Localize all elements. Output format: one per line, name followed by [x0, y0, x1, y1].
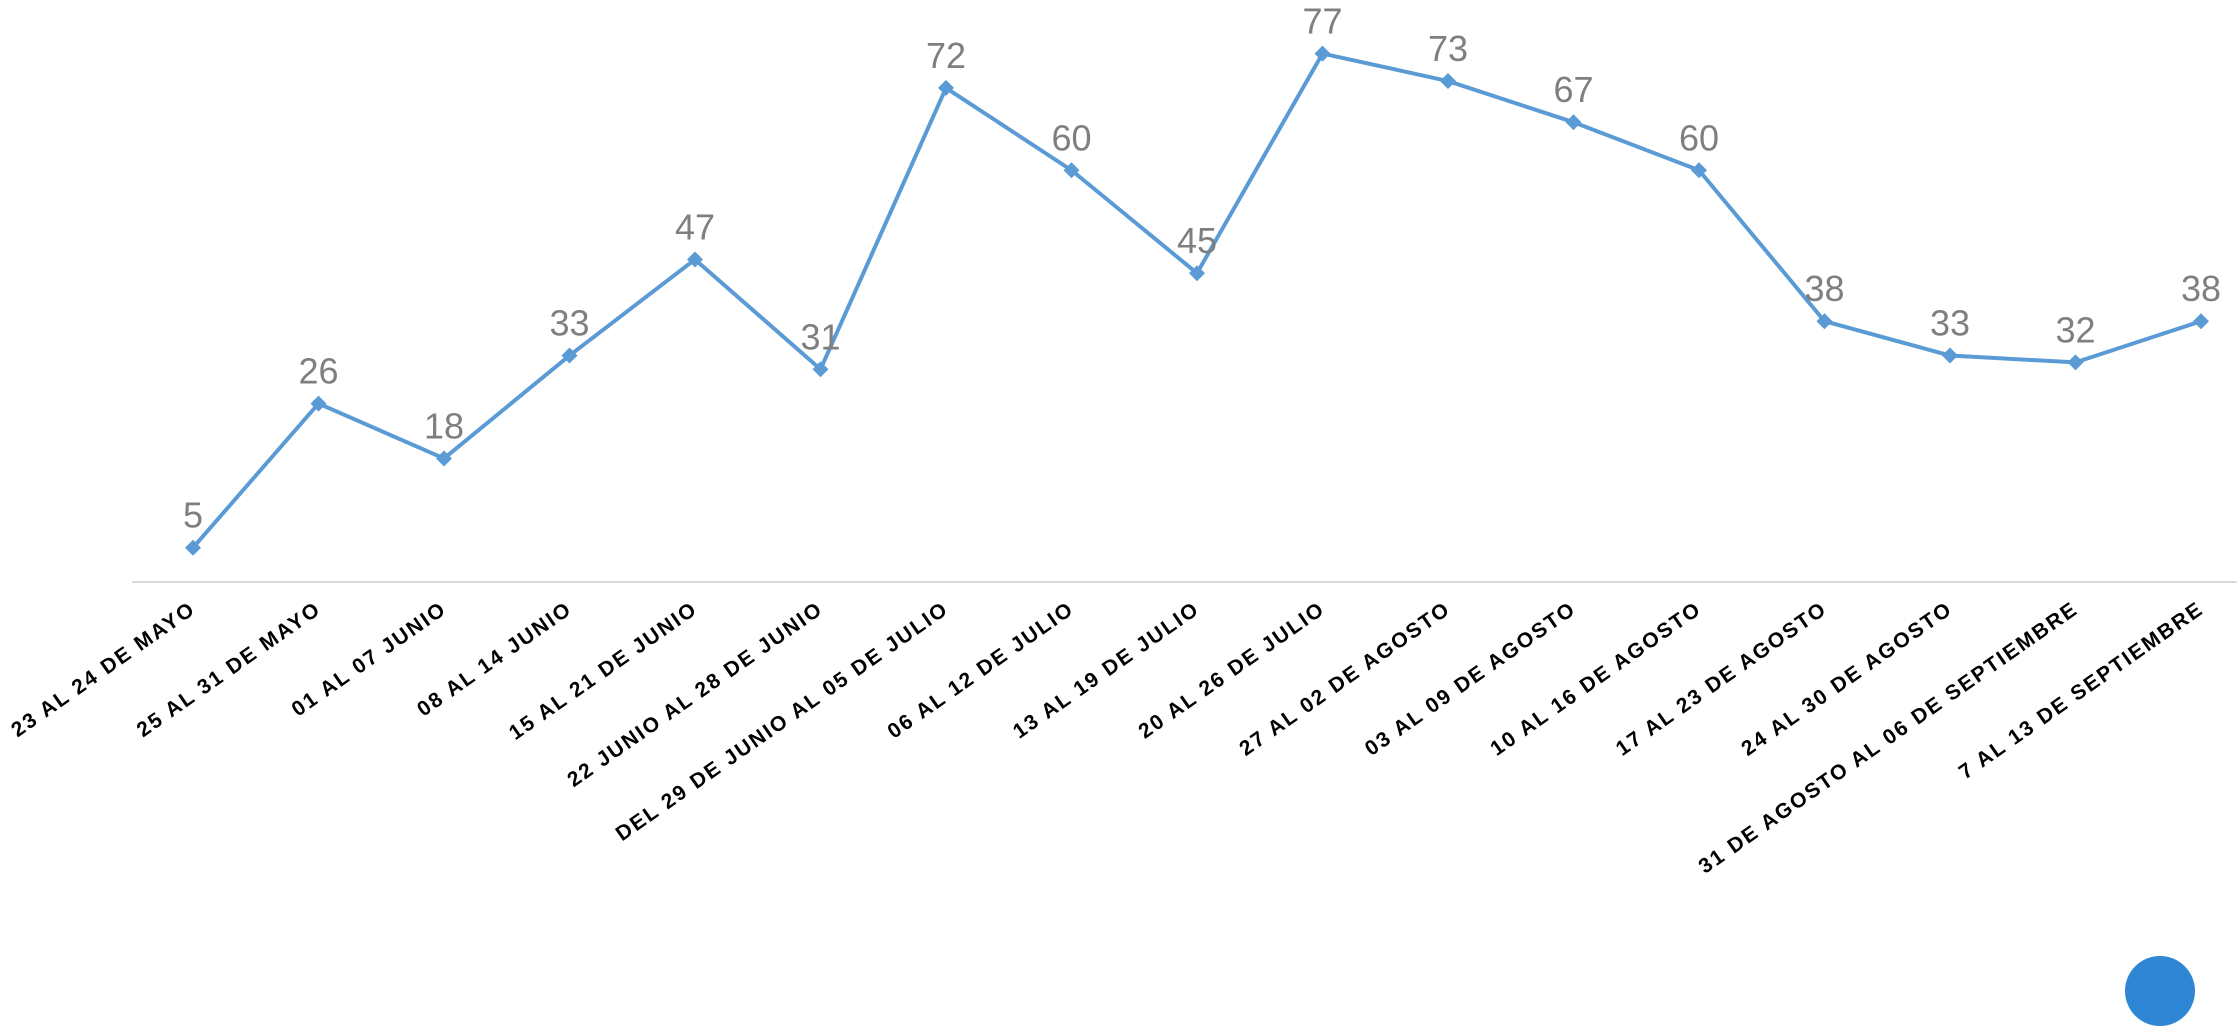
data-label: 45: [1177, 220, 1217, 261]
x-tick-label: 27 AL 02 DE AGOSTO: [1235, 597, 1455, 760]
data-point: [2067, 354, 2084, 371]
series-line: [191, 51, 2203, 550]
data-point: [2193, 313, 2209, 330]
data-label: 60: [1679, 117, 1719, 158]
data-label: 38: [2181, 268, 2221, 309]
data-markers: [185, 45, 2209, 556]
data-point: [1189, 265, 1205, 282]
x-tick-label: 17 AL 23 DE AGOSTO: [1612, 597, 1832, 760]
data-label: 32: [2055, 309, 2095, 350]
data-point: [1816, 313, 1833, 330]
data-point: [1565, 114, 1582, 131]
data-label: 47: [675, 206, 715, 247]
data-label: 5: [183, 495, 203, 536]
data-label: 33: [549, 303, 589, 344]
data-label: 33: [1930, 303, 1970, 344]
x-tick-label: 24 AL 30 DE AGOSTO: [1737, 597, 1957, 760]
x-tick-label: 10 AL 16 DE AGOSTO: [1486, 597, 1706, 760]
data-point: [1440, 73, 1456, 90]
circle-logo-icon: [2125, 956, 2195, 1026]
data-labels: 5 26 18 33 47 31 72 60 45 77 73 67 60 38 33 32 38: [183, 1, 2221, 536]
x-tick-label: 03 AL 09 DE AGOSTO: [1361, 597, 1581, 760]
data-point: [687, 251, 703, 268]
data-point: [185, 539, 201, 556]
line-chart: 5 26 18 33 47 31 72 60 45 77 73 67 60 38 33 32 38 23 AL …: [7, 1, 2237, 878]
x-tick-label: 7 AL 13 DE SEPTIEMBRE: [1955, 597, 2208, 784]
data-label: 67: [1553, 69, 1593, 110]
data-point: [1691, 162, 1707, 179]
data-point: [310, 395, 327, 412]
data-point: [1942, 347, 1958, 364]
data-label: 18: [424, 405, 464, 446]
data-label: 72: [926, 35, 966, 76]
data-point: [436, 450, 452, 467]
data-point: [1314, 45, 1331, 62]
data-label: 73: [1428, 28, 1468, 69]
data-label: 38: [1804, 268, 1844, 309]
data-point: [1063, 162, 1080, 179]
data-label: 60: [1051, 117, 1091, 158]
x-tick-label: 22 JUNIO AL 28 DE JUNIO: [563, 597, 827, 792]
data-label: 77: [1302, 1, 1342, 42]
data-point: [938, 79, 954, 96]
data-label: 26: [298, 351, 338, 392]
data-point: [812, 361, 829, 378]
data-label: 31: [800, 316, 840, 357]
data-point: [561, 347, 578, 364]
